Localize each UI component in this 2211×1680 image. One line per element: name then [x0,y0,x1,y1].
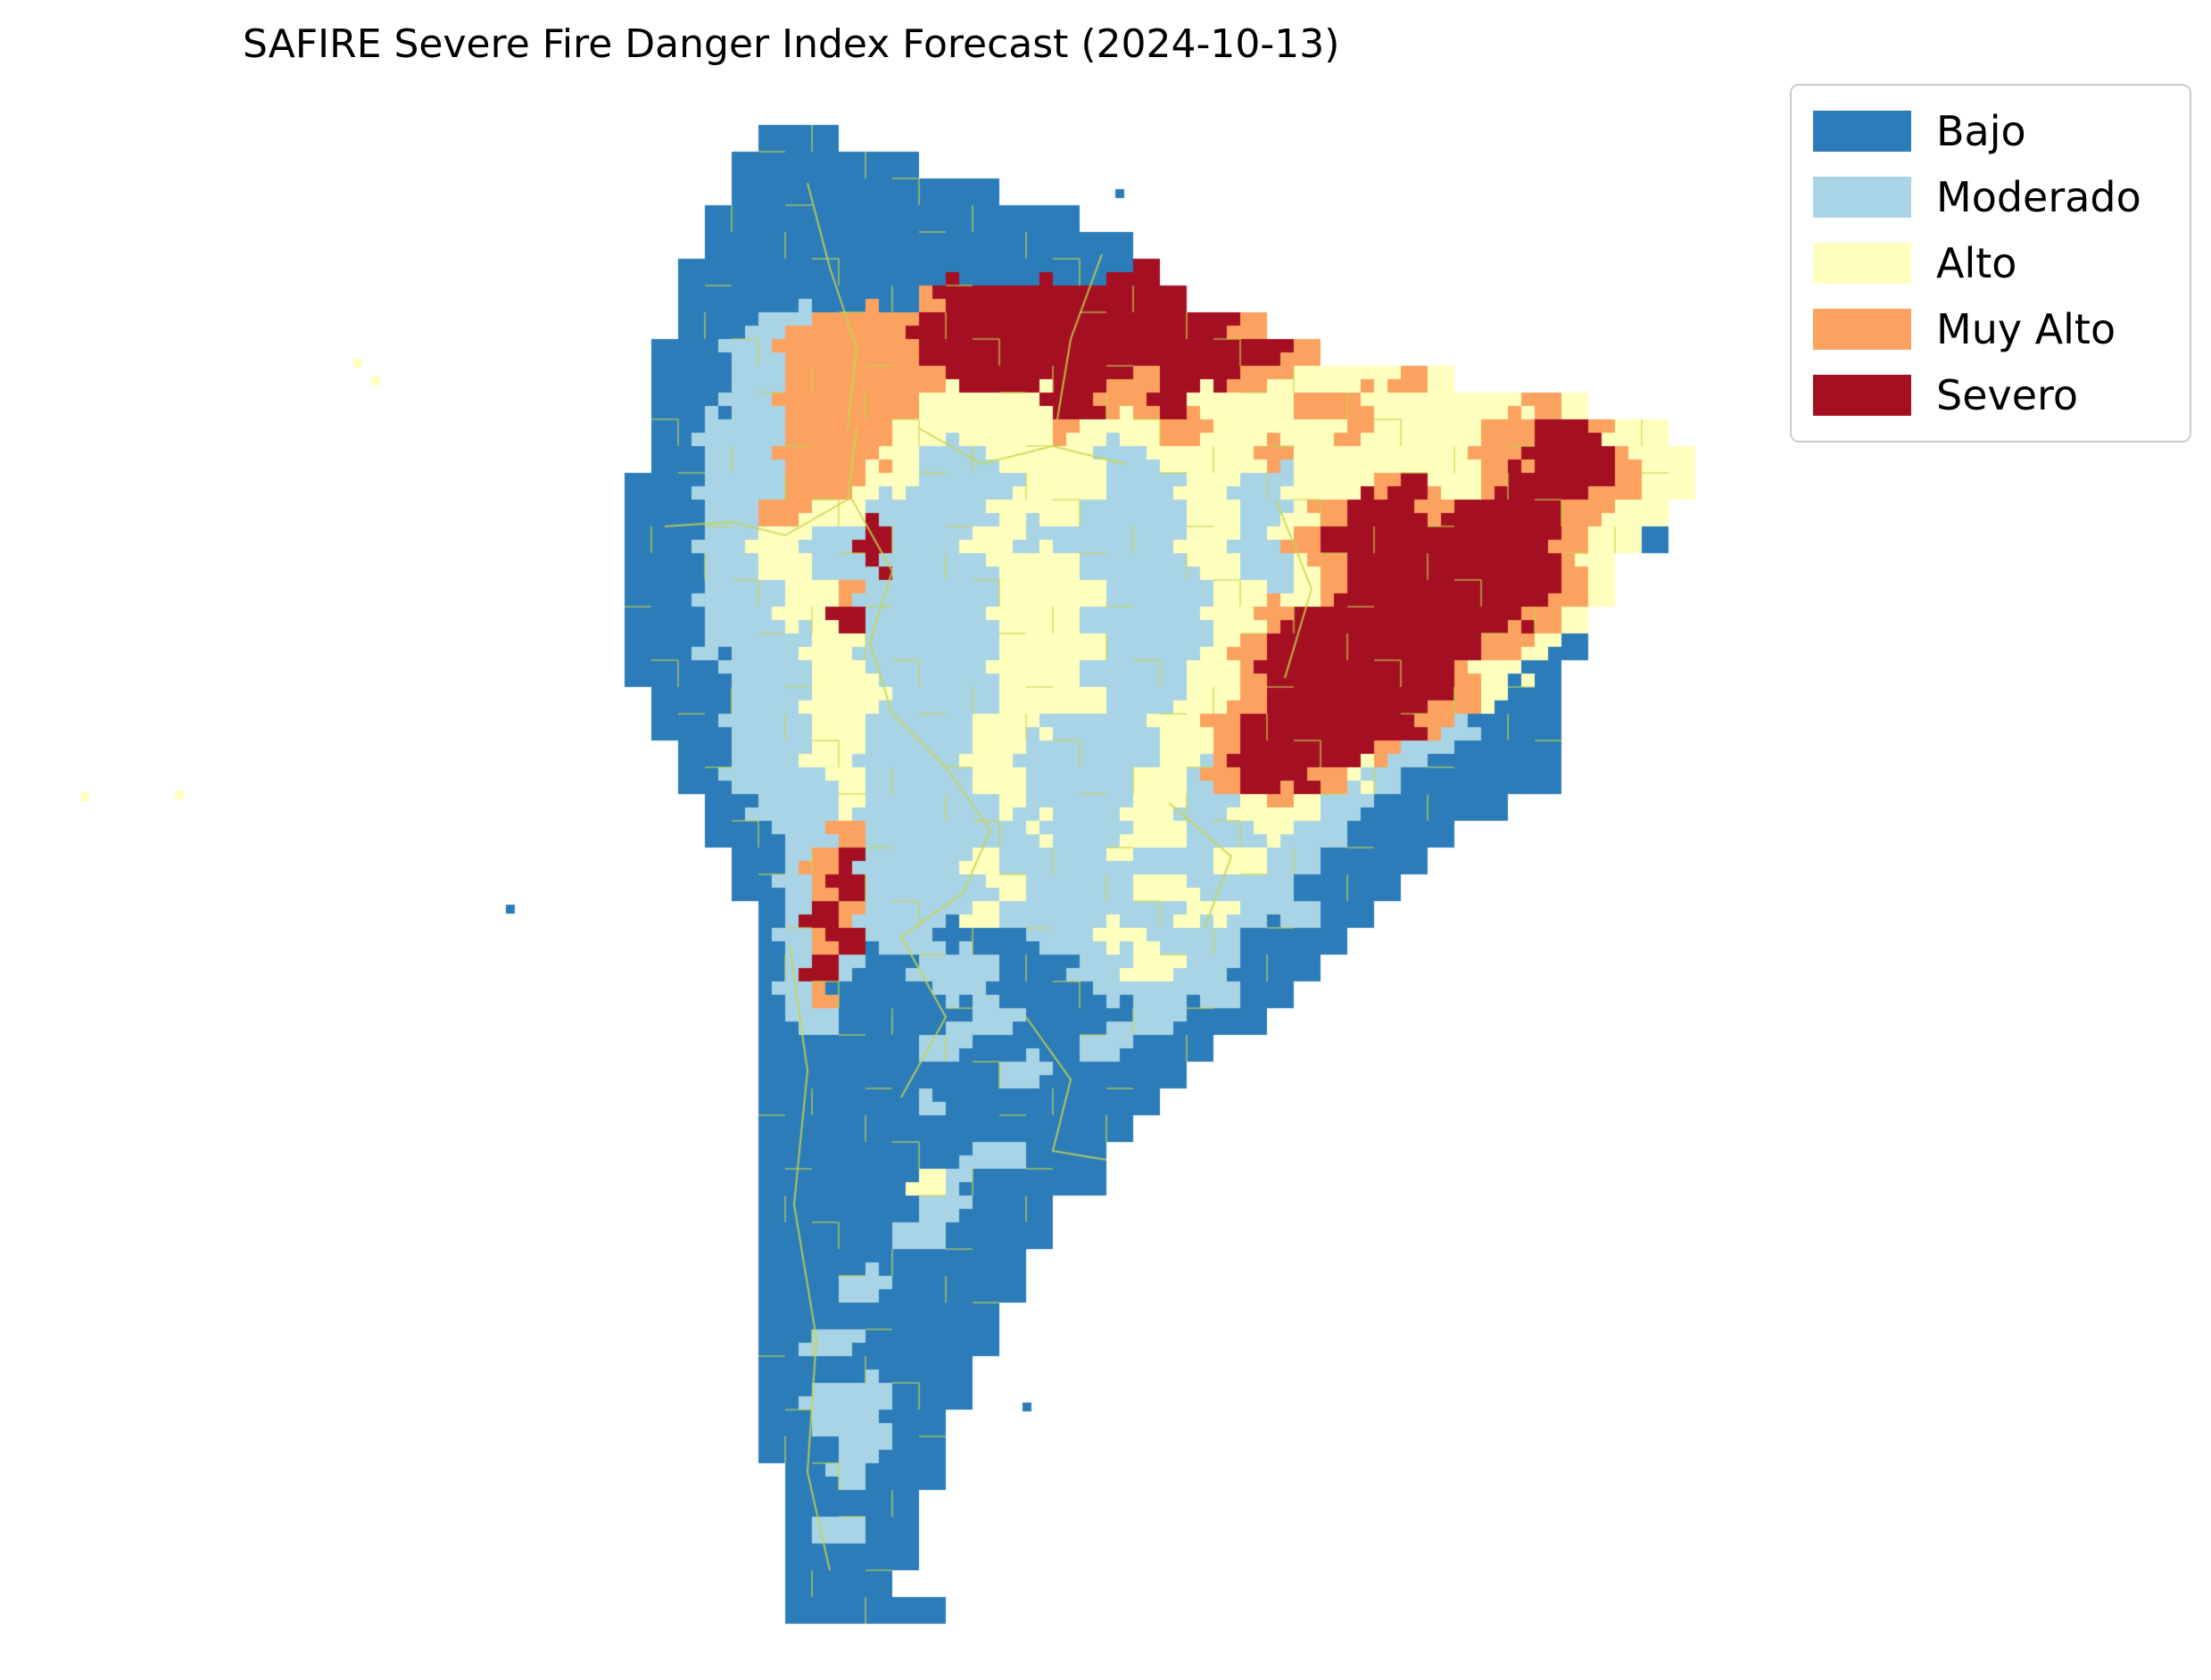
legend-item-muy-alto: Muy Alto [1813,302,2168,357]
legend-swatch [1813,309,1911,350]
legend-item-moderado: Moderado [1813,170,2168,225]
legend-item-bajo: Bajo [1813,103,2168,159]
legend-item-severo: Severo [1813,368,2168,423]
legend-label: Muy Alto [1936,305,2116,353]
legend-label: Alto [1936,239,2017,287]
legend-swatch [1813,243,1911,284]
legend-swatch [1813,177,1911,218]
page-title: SAFIRE Severe Fire Danger Index Forecast… [243,21,1340,67]
legend: Bajo Moderado Alto Muy Alto Severo [1790,84,2191,443]
legend-label: Moderado [1936,173,2141,221]
legend-item-alto: Alto [1813,236,2168,291]
legend-swatch [1813,375,1911,416]
legend-label: Bajo [1936,107,2026,155]
legend-label: Severo [1936,371,2079,419]
legend-swatch [1813,111,1911,152]
